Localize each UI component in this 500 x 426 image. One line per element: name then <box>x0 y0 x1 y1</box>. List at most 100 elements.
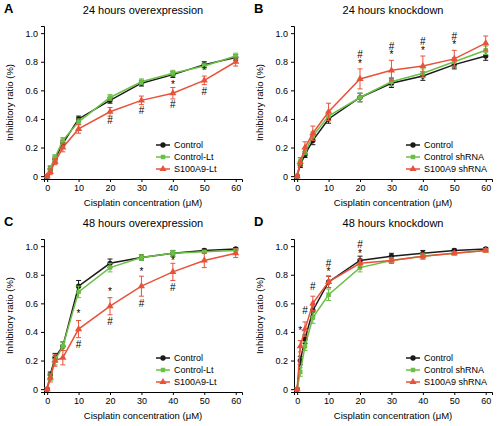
legend-swatch-marker <box>411 368 415 372</box>
point <box>171 71 175 75</box>
legend-label: Control-Lt <box>174 365 214 375</box>
error-bar-cap <box>139 254 144 255</box>
point <box>75 125 82 131</box>
y-tick-label: 0.6 <box>275 299 288 309</box>
x-tick-mark <box>236 392 237 395</box>
y-tick-label: 0.2 <box>25 143 38 153</box>
annotation: # <box>389 41 395 52</box>
x-tick-mark <box>47 179 48 182</box>
x-tick-label: 20 <box>355 183 365 193</box>
y-tick-mark <box>291 246 294 247</box>
x-tick-mark <box>423 392 424 395</box>
y-tick-mark <box>291 62 294 63</box>
legend-swatch-marker <box>409 378 416 384</box>
x-tick: 50 <box>200 179 210 193</box>
x-tick-mark <box>47 392 48 395</box>
x-tick: 40 <box>418 179 428 193</box>
x-tick: 50 <box>450 392 460 406</box>
x-axis-line <box>295 180 493 183</box>
y-tick: 0.4 <box>25 114 44 124</box>
error-bar-cap <box>310 310 315 311</box>
error-bar-cap <box>298 351 303 352</box>
series-line <box>47 253 236 389</box>
y-tick: 0.2 <box>275 143 294 153</box>
error-bar-cap <box>326 123 331 124</box>
x-tick: 30 <box>137 392 147 406</box>
point <box>294 385 301 391</box>
y-tick-mark <box>291 389 294 390</box>
y-tick-mark <box>41 389 44 390</box>
y-tick-label: 0.6 <box>25 86 38 96</box>
error-bar-cap <box>303 341 308 342</box>
point <box>297 342 304 348</box>
y-axis-title: Inhibitory ratio (%) <box>4 277 15 354</box>
title: 48 hours overexpression <box>83 217 203 229</box>
y-tick-label: 1.0 <box>25 29 38 39</box>
point <box>201 76 208 82</box>
error-bar <box>170 70 175 76</box>
y-tick: 0.6 <box>25 299 44 309</box>
error-bar-cap <box>202 253 207 254</box>
annotation: # <box>139 105 145 116</box>
annotation: # <box>107 316 113 327</box>
x-tick-label: 60 <box>231 183 241 193</box>
y-tick-mark <box>291 361 294 362</box>
x-tick: 0 <box>45 392 50 406</box>
y-tick-label: 0.6 <box>275 86 288 96</box>
series-line <box>297 50 486 176</box>
y-tick-mark <box>291 119 294 120</box>
legend-label: Control <box>424 140 453 150</box>
y-tick: 0.2 <box>275 356 294 366</box>
y-tick: 0.8 <box>275 57 294 67</box>
error-bar-cap <box>170 280 175 281</box>
legend-label: Control-Lt <box>174 152 214 162</box>
x-tick-mark <box>173 392 174 395</box>
x-axis: 0102030405060 <box>45 392 243 406</box>
error-bar-cap <box>420 259 425 260</box>
error-bar-cap <box>303 153 308 154</box>
y-tick-label: 0.4 <box>25 114 38 124</box>
annotation: # <box>170 282 176 293</box>
panel: D48 hours knockdown010203040506000.20.40… <box>254 214 493 421</box>
x-tick: 10 <box>74 179 84 193</box>
point <box>60 344 65 349</box>
x-tick: 60 <box>481 392 491 406</box>
title: 24 hours knockdown <box>343 4 444 16</box>
y-axis-line <box>291 27 295 180</box>
point <box>357 95 362 100</box>
x-tick: 50 <box>200 392 210 406</box>
point <box>108 265 112 269</box>
point <box>139 80 143 84</box>
x-tick-mark <box>454 392 455 395</box>
point <box>106 302 113 308</box>
x-tick-mark <box>454 179 455 182</box>
x-tick-mark <box>297 392 298 395</box>
annotation: # <box>139 298 145 309</box>
y-tick-mark <box>41 148 44 149</box>
x-tick-label: 30 <box>387 183 397 193</box>
error-bar <box>139 79 144 85</box>
y-tick: 0 <box>33 385 44 395</box>
x-tick: 60 <box>231 179 241 193</box>
error-bar-cap <box>60 341 65 342</box>
point <box>233 54 237 58</box>
point <box>482 246 489 252</box>
x-axis-line <box>295 393 493 396</box>
legend-item: S100A9 shRNA <box>406 164 487 174</box>
error-bar <box>60 342 65 351</box>
x-tick: 30 <box>137 179 147 193</box>
point <box>108 95 112 99</box>
error-bar-cap <box>202 63 207 64</box>
x-axis-title: Cisplatin concentration (μM) <box>334 197 452 208</box>
annotation: # <box>357 49 363 60</box>
error-bar <box>108 95 113 101</box>
error-bar-cap <box>170 70 175 71</box>
point <box>139 255 144 260</box>
point <box>76 120 80 124</box>
x-axis-title: Cisplatin concentration (μM) <box>334 410 452 421</box>
point <box>309 129 316 135</box>
error-bar-cap <box>310 140 315 141</box>
y-tick: 0 <box>283 385 294 395</box>
x-tick-label: 40 <box>168 183 178 193</box>
y-tick-mark <box>41 332 44 333</box>
